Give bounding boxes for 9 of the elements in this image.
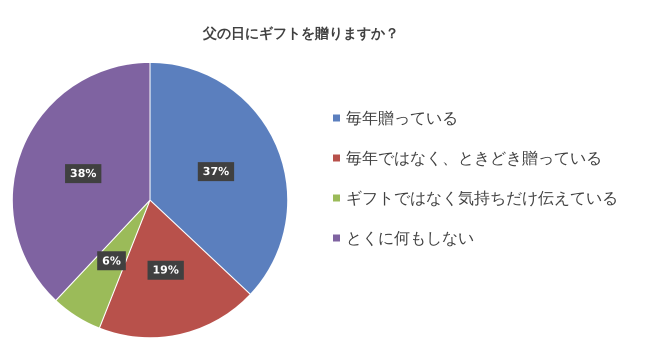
legend-label: ギフトではなく気持ちだけ伝えている (346, 188, 618, 208)
legend-label: 毎年ではなく、ときどき贈っている (346, 148, 602, 168)
chart-title: 父の日にギフトを贈りますか？ (202, 26, 399, 42)
legend-label: 毎年贈っている (346, 108, 458, 128)
data-label: 37% (202, 165, 230, 178)
data-label: 19% (152, 264, 179, 277)
legend-label: とくに何もしない (346, 228, 474, 248)
data-label: 38% (70, 167, 96, 180)
data-label: 6% (102, 254, 121, 268)
